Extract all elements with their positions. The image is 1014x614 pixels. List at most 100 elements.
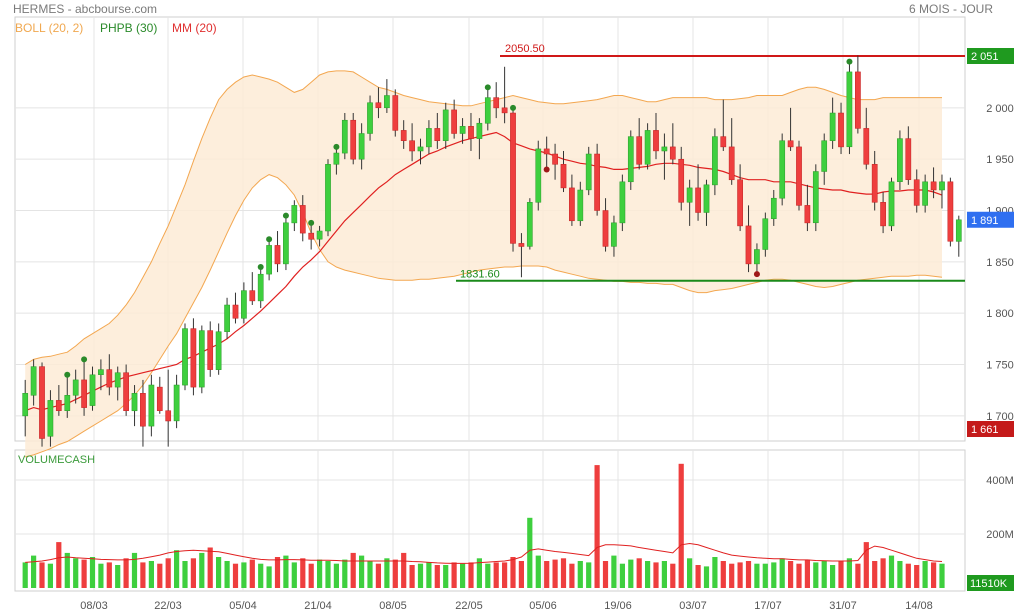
candle [224, 304, 230, 332]
candle [535, 148, 542, 203]
volume-bar [392, 559, 398, 588]
candle [367, 102, 373, 134]
volume-bar [350, 552, 356, 588]
y-tick-label: 2 000 [986, 103, 1014, 115]
volume-bar [325, 561, 331, 588]
volume-bar [190, 558, 196, 588]
candle [81, 379, 87, 408]
volume-bar [813, 562, 819, 588]
candle [274, 245, 281, 265]
candle [712, 136, 718, 186]
candle [341, 119, 348, 154]
pivot-high-marker [510, 104, 517, 111]
x-tick-label: 03/07 [679, 600, 707, 612]
volume-bar [22, 562, 28, 588]
price-badge-last: 1 891 [971, 215, 999, 227]
x-tick-label: 31/07 [829, 600, 857, 612]
volume-bar [535, 555, 541, 588]
candle [148, 384, 155, 427]
volume-bar [47, 563, 53, 588]
candle [602, 210, 609, 247]
support-label: 1831.60 [460, 269, 500, 281]
pivot-high-marker [308, 219, 315, 226]
x-tick-label: 05/06 [529, 600, 557, 612]
candle [55, 400, 62, 411]
volume-badge: 11510K [970, 578, 1008, 590]
pivot-high-marker [81, 356, 88, 363]
candle [627, 136, 634, 183]
volume-panel-frame [14, 449, 966, 592]
volume-bar [434, 565, 440, 588]
volume-bar [745, 561, 752, 588]
volume-bar [544, 561, 550, 588]
candle [190, 328, 197, 388]
x-tick-label: 08/05 [379, 600, 407, 612]
candle [72, 379, 79, 396]
volume-bar [106, 562, 112, 588]
volume-bar [830, 565, 836, 588]
candle [796, 146, 802, 206]
candle [955, 219, 962, 242]
volume-bar [653, 562, 659, 588]
y-tick-label: 1 850 [986, 257, 1014, 269]
volume-bar [754, 563, 760, 588]
y-tick-label: 1 700 [986, 411, 1014, 423]
candle [829, 112, 836, 141]
bollinger-upper-line [24, 70, 942, 365]
candle [577, 189, 584, 222]
volume-bar [56, 542, 62, 588]
price-badge-high: 2 051 [971, 51, 999, 63]
candle [493, 97, 500, 109]
volume-bar [670, 563, 676, 588]
volume-bar [401, 552, 407, 588]
volume-bar [569, 563, 575, 588]
candle [913, 179, 920, 206]
volume-bar [762, 563, 768, 588]
candle [299, 205, 306, 234]
candle [417, 146, 424, 152]
candle [350, 119, 357, 160]
candle [451, 109, 457, 134]
candle [434, 128, 441, 141]
volume-bar [417, 563, 424, 588]
candle [569, 187, 575, 222]
volume-bar [695, 565, 701, 588]
candle [787, 140, 794, 148]
candle [863, 128, 870, 165]
candle [30, 366, 37, 396]
candle [737, 179, 743, 227]
volume-bar [922, 561, 928, 588]
volume-bar [729, 563, 735, 588]
candle [22, 393, 29, 417]
volume-bar [98, 563, 104, 588]
volume-bar [628, 559, 634, 588]
candle [47, 400, 54, 437]
volume-bar [914, 565, 920, 588]
volume-bar [140, 562, 146, 588]
pivot-high-marker [266, 236, 273, 243]
candle [661, 146, 668, 152]
volume-bar [779, 558, 785, 588]
volume-bar [468, 562, 474, 588]
volume-bar [182, 561, 188, 588]
candle [89, 374, 96, 406]
candle [123, 372, 129, 411]
candle [518, 243, 525, 247]
volume-bar [375, 563, 381, 588]
candle [266, 245, 272, 275]
volume-bar [527, 517, 533, 588]
candle [644, 130, 651, 165]
moving-average-line [24, 131, 943, 412]
candle [98, 369, 104, 375]
volume-bar [409, 565, 415, 588]
candle [745, 225, 752, 265]
candle [232, 304, 239, 319]
candle [442, 109, 449, 141]
pivot-high-marker [282, 212, 289, 219]
candle [939, 181, 945, 191]
volume-badge-bg [967, 575, 1014, 591]
volume-bar [560, 558, 567, 588]
candle [888, 181, 895, 227]
price-badge-last-bg [967, 211, 1014, 228]
volume-bar [174, 550, 180, 588]
